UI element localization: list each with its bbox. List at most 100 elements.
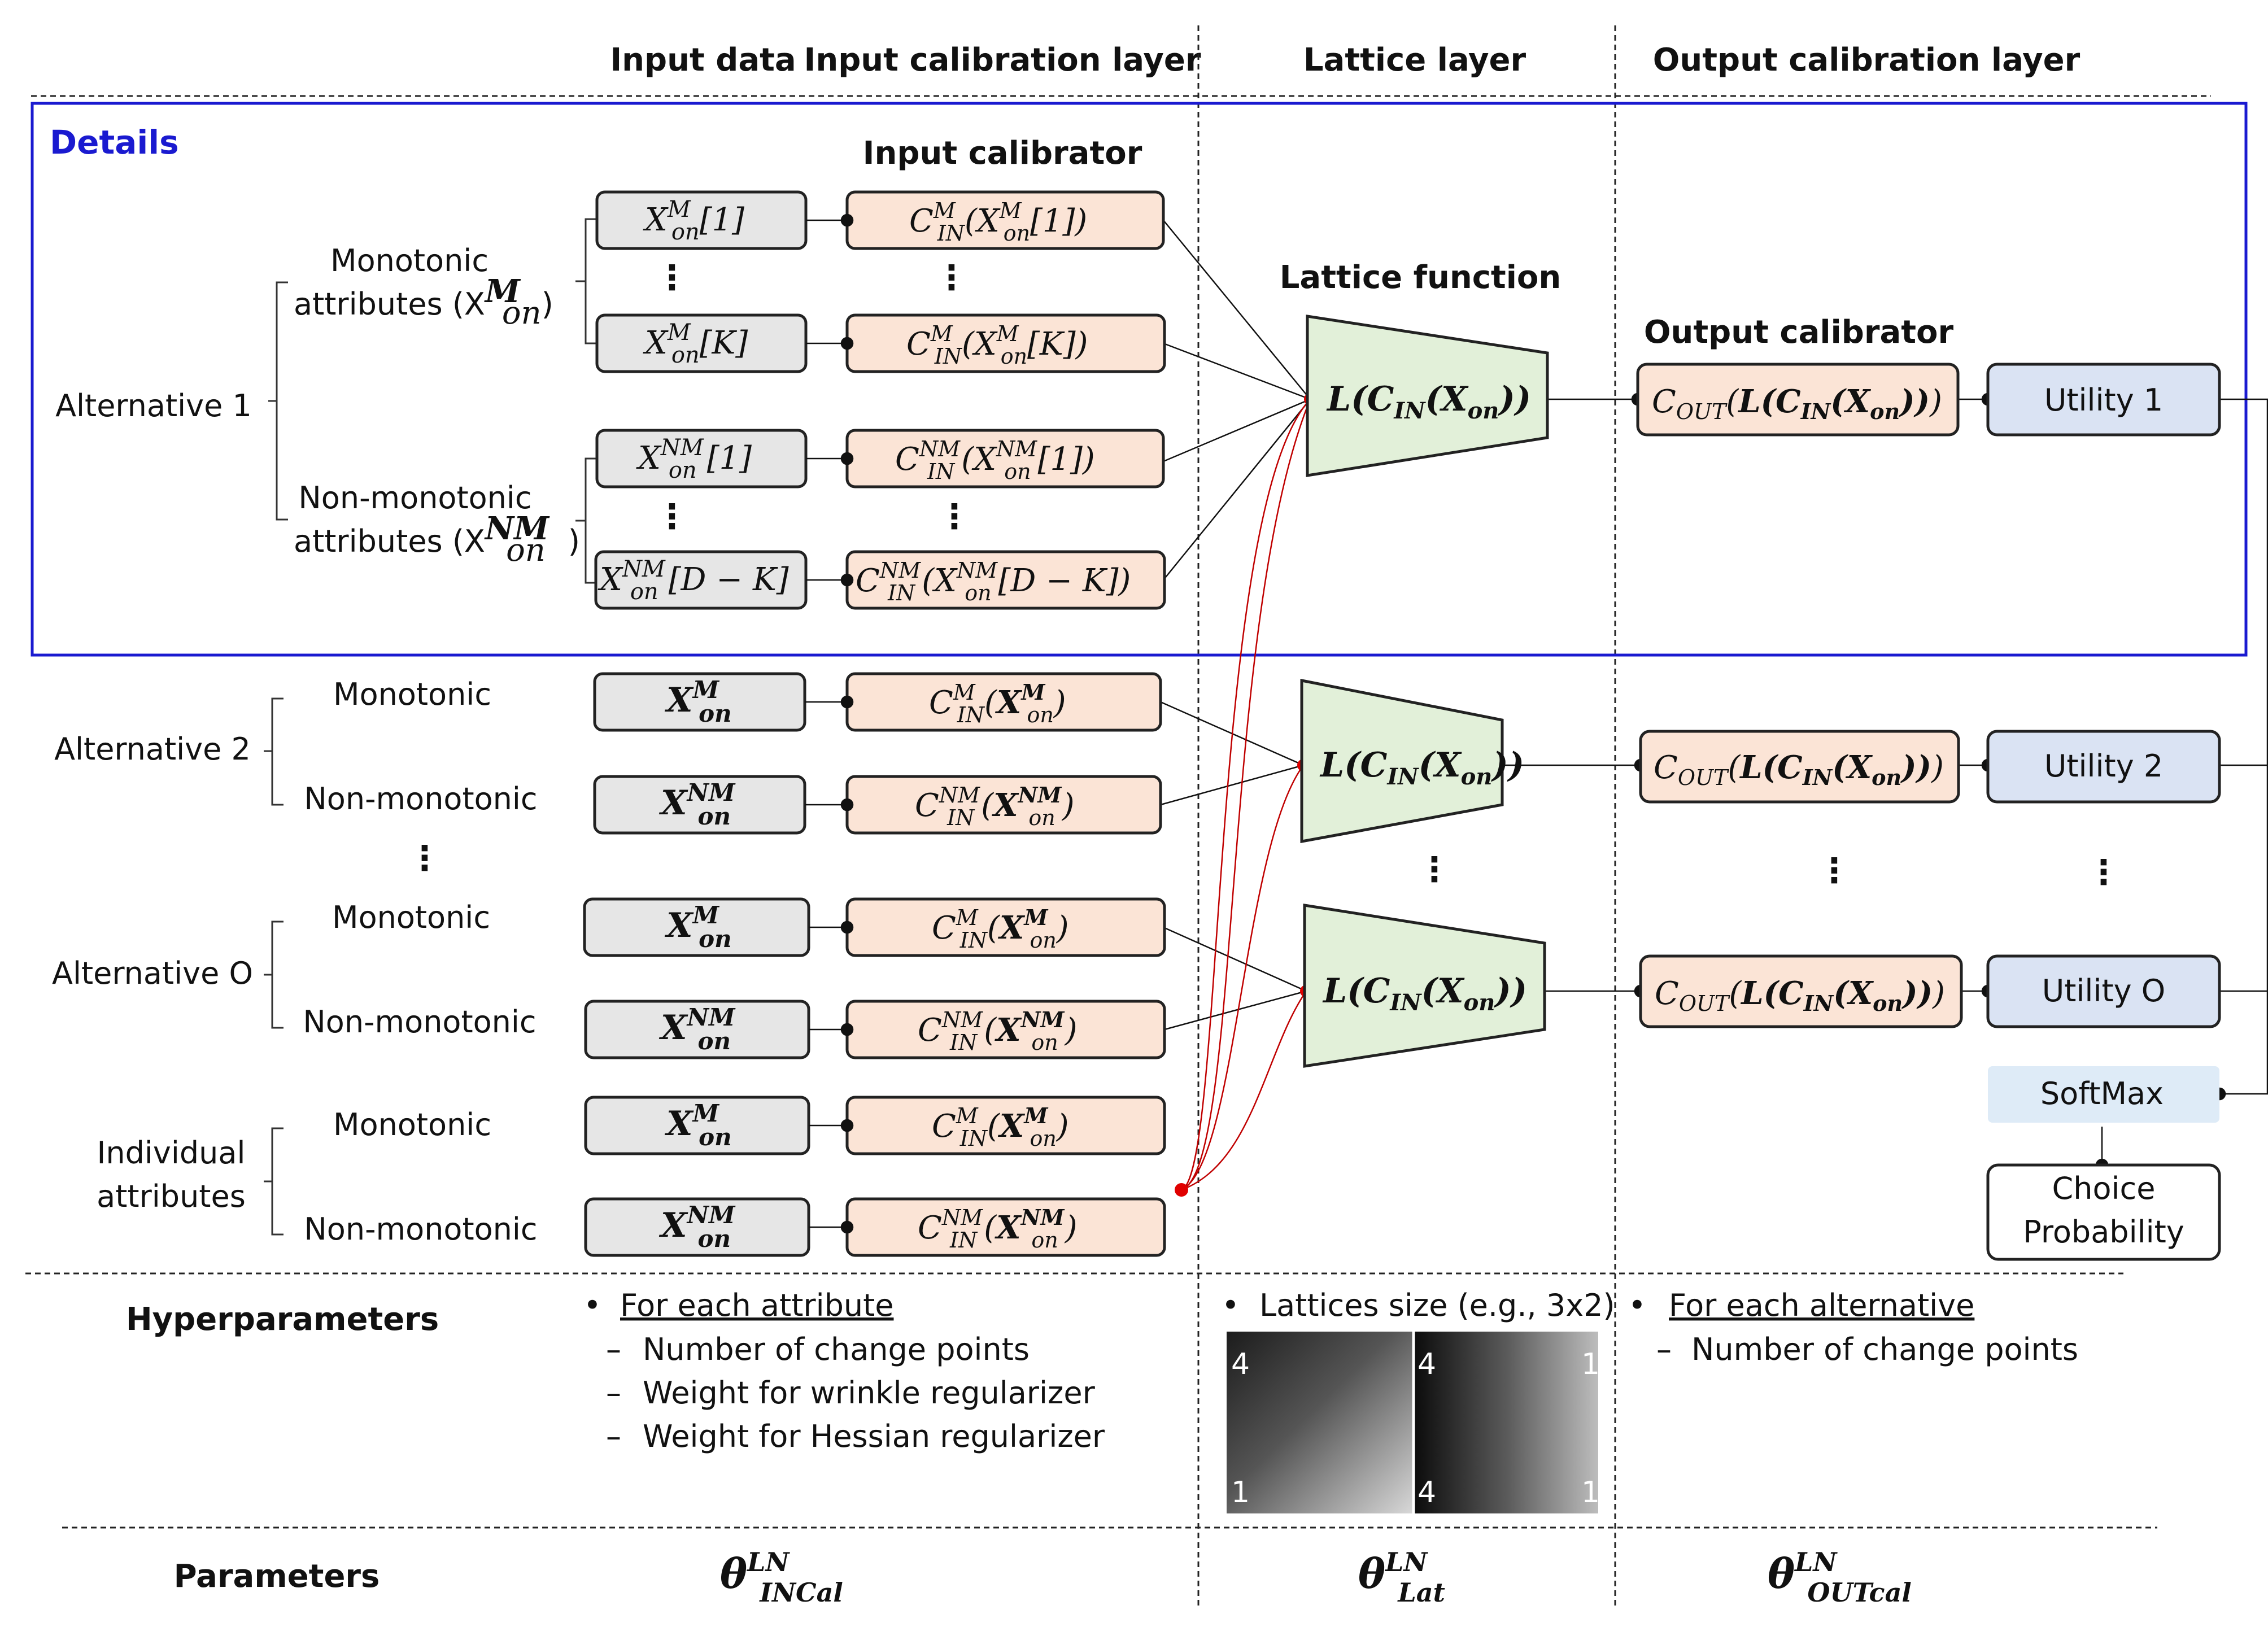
output-calibrator-boxes	[1636, 363, 1963, 1028]
utility-texts: Utility 1 Utility 2 Utility O ⋮ SoftMax …	[2023, 382, 2184, 1250]
calibrator-to-lattice-lines	[1160, 220, 2268, 1165]
utility-o-label: Utility O	[2042, 973, 2166, 1009]
header-lattice-layer: Lattice layer	[1303, 42, 1526, 78]
alt2-nonmonotonic: Non-monotonic	[304, 781, 537, 817]
lattice-dots: ⋮	[1418, 850, 1451, 889]
hyper-input-item-3: Weight for Hessian regularizer	[643, 1419, 1105, 1454]
calib-text-alto-m: CM IN(XM on)	[932, 905, 1069, 953]
hyper-lattice-bullet: •	[1222, 1288, 1240, 1323]
individual-nonmonotonic: Non-monotonic	[304, 1211, 537, 1247]
hyper-output-item-1: Number of change points	[1691, 1332, 2078, 1367]
softmax-box	[1988, 1066, 2219, 1123]
hyper-input-dash-1: –	[606, 1332, 621, 1367]
hyper-input-dash-3: –	[606, 1419, 621, 1454]
input-text-alt2-m: XM on	[664, 676, 732, 727]
alto-nonmonotonic: Non-monotonic	[303, 1004, 536, 1040]
hyper-output-dash-1: –	[1656, 1332, 1672, 1367]
out-calib-text-1: COUT(L(CIN(Xon)))	[1652, 383, 1942, 424]
calib-text-m1: CM IN(XM on[1])	[909, 198, 1087, 246]
dashed-separators	[25, 25, 2211, 1607]
lattice-grid-right	[1415, 1332, 1598, 1513]
alternative-2-label: Alternative 2	[54, 731, 251, 767]
calib-text-mk: CM IN(XM on[K])	[906, 321, 1088, 369]
header-input-calibration: Input calibration layer	[804, 42, 1201, 78]
braces	[264, 218, 597, 1236]
grid-number-tr: 1	[1581, 1347, 1600, 1381]
parameters-section: Parameters θLN INCal θLN Lat θLN OUTcal	[174, 1547, 1912, 1608]
utility-dots: ⋮	[2087, 853, 2121, 892]
input-data-texts: XM on[1] XM on[K] XNM on [1] XNM on [D − K] XM…	[597, 197, 789, 1253]
grid-number-bl: 1	[1231, 1476, 1250, 1510]
input-calibrator-label: Input calibrator	[863, 135, 1142, 172]
input-text-xm1: XM on[1]	[643, 197, 744, 245]
input-text-xnm1: XNM on [1]	[636, 435, 752, 483]
calibrator-texts: CM IN(XM on[1]) CM IN(XM on[K]) CNM IN (XNM on[…	[856, 198, 1131, 1253]
choice-probability-box	[1986, 1163, 2221, 1261]
lattice-text-2: L(CIN(Xon))	[1319, 745, 1524, 790]
theta-output-calibration: θLN OUTcal	[1768, 1547, 1912, 1608]
lattice-blocks	[1300, 315, 1549, 1068]
header-input-data: Input data	[610, 42, 796, 78]
utility-boxes	[1986, 363, 2221, 1028]
calib-text-ind-m: CM IN(XM on)	[932, 1103, 1069, 1151]
grid-number-br: 1	[1581, 1476, 1600, 1510]
lattice-block-o	[1303, 904, 1546, 1068]
calib-dots-1: ⋮	[935, 258, 969, 298]
calib-text-nm1: CNM IN (XNM on [1])	[895, 437, 1095, 484]
output-calibrator-label: Output calibrator	[1644, 314, 1954, 351]
individual-monotonic: Monotonic	[333, 1107, 491, 1142]
alternative-o-label: Alternative O	[52, 956, 253, 991]
out-calib-box-1	[1636, 363, 1960, 437]
input-data-boxes	[583, 190, 810, 1257]
hyper-input-heading: For each attribute	[620, 1288, 893, 1323]
calib-text-alt2-m: CM IN(XM on)	[929, 679, 1066, 727]
details-frame	[30, 102, 2248, 657]
input-text-alto-m: XM on	[664, 901, 732, 953]
lattice-grid-left	[1227, 1332, 1413, 1513]
header-output-calibration: Output calibration layer	[1653, 42, 2081, 78]
utility-1-label: Utility 1	[2044, 382, 2163, 418]
input-text-alt2-nm: XNM on	[658, 779, 736, 830]
hyper-output-bullet: •	[1628, 1288, 1646, 1323]
alt1-nonmonotonic-line1: Non-monotonic	[298, 480, 531, 516]
calib-dots-2: ⋮	[937, 497, 971, 536]
theta-lattice: θLN Lat	[1358, 1547, 1445, 1608]
individual-label-line1: Individual	[97, 1135, 246, 1171]
out-calib-box-o	[1639, 954, 1963, 1028]
out-calib-text-2: COUT(L(CIN(Xon)))	[1654, 749, 1944, 790]
input-calibrator-boxes	[845, 190, 1166, 1257]
input-text-xnmdk: XNM on [D − K]	[597, 556, 789, 605]
alternative-1-label: Alternative 1	[55, 388, 252, 424]
choice-label-line2: Probability	[2023, 1214, 2184, 1250]
softmax-label: SoftMax	[2040, 1076, 2164, 1111]
hyper-lattice-item: Lattices size (e.g., 3x2)	[1259, 1288, 1615, 1323]
utility-box-2	[1986, 730, 2221, 804]
lattice-text-o: L(CIN(Xon))	[1322, 971, 1527, 1016]
hyper-input-item-1: Number of change points	[643, 1332, 1030, 1367]
out-calib-box-2	[1639, 730, 1960, 804]
hyperparameters-label: Hyperparameters	[126, 1301, 439, 1338]
input-dots-1: ⋮	[655, 258, 689, 298]
hyper-input-item-2: Weight for wrinkle regularizer	[643, 1375, 1096, 1411]
hyper-input-bullet: •	[583, 1288, 601, 1323]
alt1-monotonic-line2: attributes (XM on)	[294, 273, 553, 331]
utility-box-1	[1986, 363, 2221, 437]
grid-number-tl: 4	[1231, 1347, 1250, 1381]
alto-monotonic: Monotonic	[332, 900, 490, 935]
calib-text-alt2-nm: CNM IN (XNM on)	[915, 782, 1075, 830]
output-calibrator-texts: COUT(L(CIN(Xon))) COUT(L(CIN(Xon))) COUT…	[1652, 383, 1945, 1016]
lattice-block-2	[1300, 678, 1504, 843]
individual-label-line2: attributes	[97, 1179, 246, 1214]
alternative-labels: Alternative 1 Monotonic attributes (XM on…	[52, 243, 580, 1247]
input-dots-2: ⋮	[655, 497, 689, 536]
hyper-output-heading: For each alternative	[1669, 1288, 1974, 1323]
utility-2-label: Utility 2	[2044, 748, 2163, 784]
out-calib-dots: ⋮	[1817, 851, 1851, 891]
lattice-function-label: Lattice function	[1280, 259, 1561, 296]
input-text-ind-nm: XNM on	[658, 1201, 736, 1253]
alt1-nonmonotonic-line2: attributes (XNM on)	[294, 510, 580, 569]
grid-number-tm: 4	[1418, 1347, 1436, 1381]
input-text-ind-m: XM on	[664, 1100, 732, 1151]
input-text-alto-nm: XNM on	[658, 1004, 736, 1055]
